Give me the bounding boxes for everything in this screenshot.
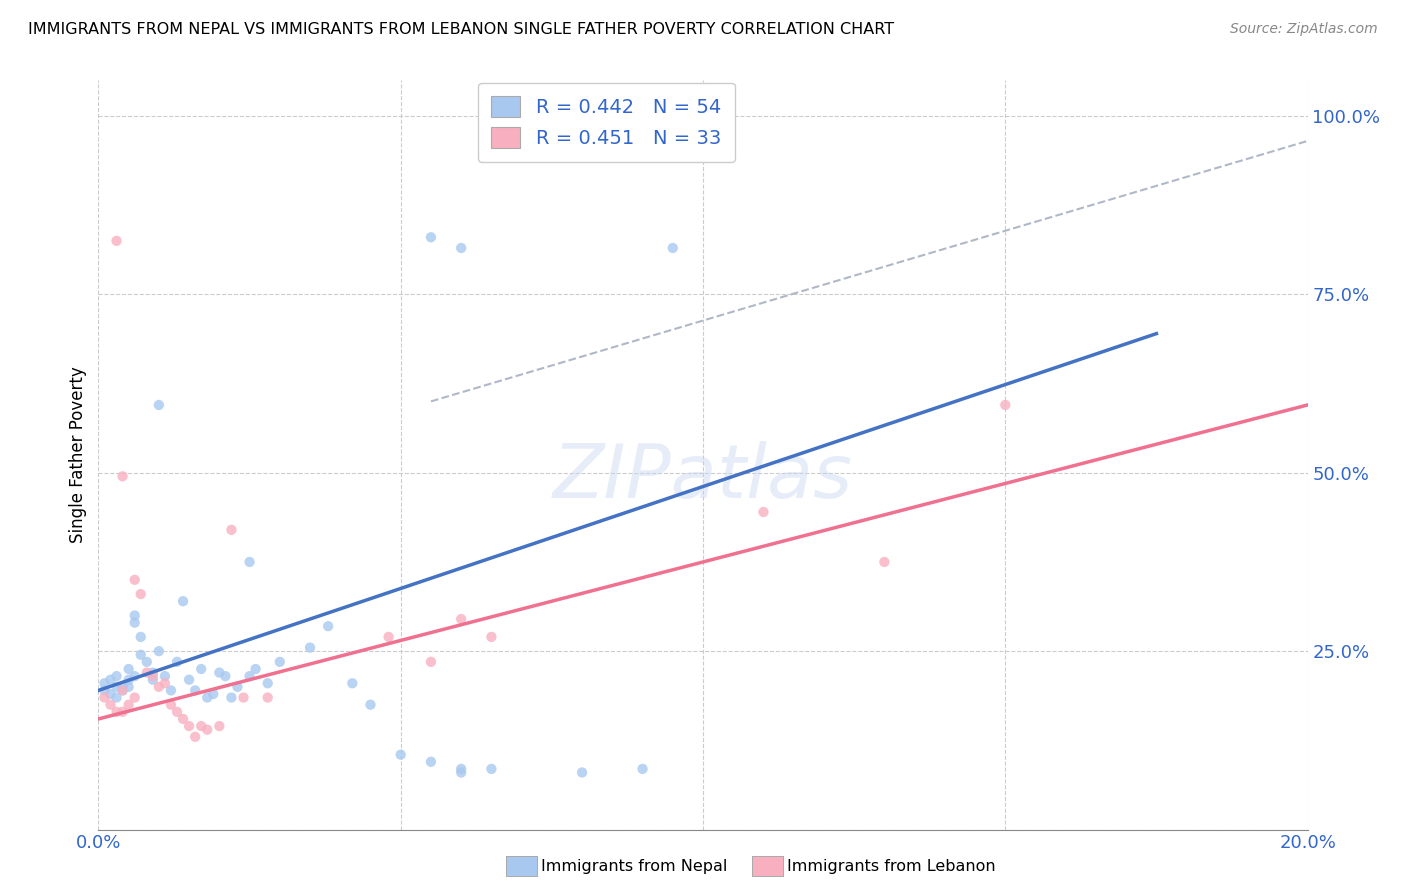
Point [118, 680, 141, 694]
Point [129, 648, 152, 662]
Point [166, 655, 188, 669]
Point [360, 698, 382, 712]
Text: Source: ZipAtlas.com: Source: ZipAtlas.com [1230, 22, 1378, 37]
Point [118, 662, 141, 676]
Point [221, 690, 243, 705]
Text: Immigrants from Nepal: Immigrants from Nepal [541, 859, 728, 873]
Text: IMMIGRANTS FROM NEPAL VS IMMIGRANTS FROM LEBANON SINGLE FATHER POVERTY CORRELATI: IMMIGRANTS FROM NEPAL VS IMMIGRANTS FROM… [28, 22, 894, 37]
Point [105, 690, 128, 705]
Point [481, 762, 503, 776]
Point [994, 398, 1017, 412]
Point [299, 640, 322, 655]
Legend: R = 0.442   N = 54, R = 0.451   N = 33: R = 0.442 N = 54, R = 0.451 N = 33 [478, 82, 735, 161]
Point [420, 230, 443, 244]
Point [124, 615, 146, 630]
Point [752, 505, 775, 519]
Point [105, 669, 128, 683]
Point [111, 680, 134, 694]
Point [160, 683, 183, 698]
Point [148, 398, 170, 412]
Point [124, 669, 146, 683]
Point [105, 705, 128, 719]
Point [148, 680, 170, 694]
Point [239, 669, 262, 683]
Point [342, 676, 364, 690]
Point [184, 730, 207, 744]
Point [166, 705, 188, 719]
Point [208, 665, 231, 680]
Point [124, 690, 146, 705]
Point [148, 644, 170, 658]
Point [481, 630, 503, 644]
Point [232, 690, 254, 705]
Point [111, 705, 134, 719]
Point [195, 690, 218, 705]
Point [377, 630, 399, 644]
Point [661, 241, 683, 255]
Point [873, 555, 896, 569]
Point [450, 762, 472, 776]
Point [226, 680, 249, 694]
Point [118, 673, 141, 687]
Point [269, 655, 291, 669]
Point [142, 669, 165, 683]
Point [420, 755, 443, 769]
Point [93, 683, 115, 698]
Point [190, 662, 212, 676]
Point [93, 676, 115, 690]
Point [135, 665, 157, 680]
Point [450, 612, 472, 626]
Point [111, 683, 134, 698]
Point [153, 669, 176, 683]
Point [129, 630, 152, 644]
Point [631, 762, 654, 776]
Point [571, 765, 593, 780]
Point [214, 669, 236, 683]
Point [179, 673, 201, 687]
Point [202, 687, 225, 701]
Point [450, 765, 472, 780]
Point [239, 555, 262, 569]
Point [179, 719, 201, 733]
Point [100, 698, 122, 712]
Point [105, 680, 128, 694]
Point [93, 690, 115, 705]
Point [124, 573, 146, 587]
Point [172, 594, 194, 608]
Text: Immigrants from Lebanon: Immigrants from Lebanon [787, 859, 995, 873]
Text: ZIPatlas: ZIPatlas [553, 442, 853, 514]
Point [420, 655, 443, 669]
Point [100, 673, 122, 687]
Point [111, 469, 134, 483]
Point [135, 655, 157, 669]
Point [111, 683, 134, 698]
Point [221, 523, 243, 537]
Point [256, 676, 278, 690]
Point [118, 698, 141, 712]
Point [256, 690, 278, 705]
Point [105, 234, 128, 248]
Point [316, 619, 339, 633]
Point [195, 723, 218, 737]
Point [190, 719, 212, 733]
Point [142, 665, 165, 680]
Point [389, 747, 412, 762]
Point [142, 673, 165, 687]
Point [129, 587, 152, 601]
Point [172, 712, 194, 726]
Point [450, 241, 472, 255]
Point [208, 719, 231, 733]
Point [160, 698, 183, 712]
Point [245, 662, 267, 676]
Point [100, 687, 122, 701]
Point [153, 676, 176, 690]
Point [124, 608, 146, 623]
Y-axis label: Single Father Poverty: Single Father Poverty [69, 367, 87, 543]
Point [184, 683, 207, 698]
